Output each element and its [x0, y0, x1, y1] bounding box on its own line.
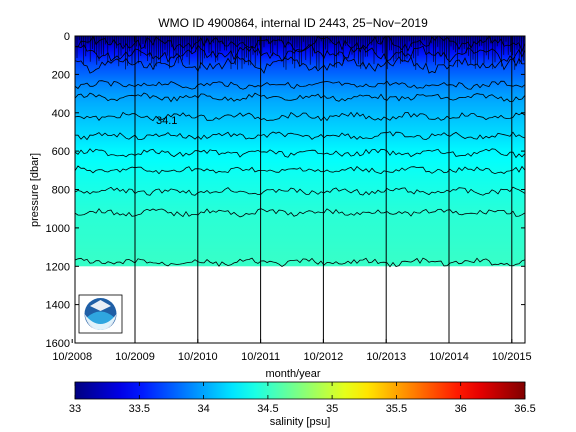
chart-title: WMO ID 4900864, internal ID 2443, 25−Nov… — [158, 16, 428, 30]
x-tick-label: 10/2013 — [366, 351, 406, 363]
x-tick-label: 10/2009 — [115, 351, 155, 363]
contour-line — [75, 131, 525, 141]
y-tick-label: 1600 — [46, 338, 70, 350]
colorbar-label: salinity [psu] — [270, 416, 331, 428]
x-axis: 10/2008 10/2009 10/2010 10/2011 10/2012 10/20… — [52, 339, 532, 363]
plot-area: 34.1 — [74, 35, 526, 344]
y-tick-label: 0 — [64, 31, 70, 43]
x-tick-label: 10/2015 — [492, 351, 532, 363]
profile-markers — [76, 36, 524, 70]
colorbar-tick-label: 36 — [455, 403, 467, 415]
x-tick-label: 10/2010 — [178, 351, 218, 363]
contour-line — [75, 80, 525, 90]
contour-line — [75, 165, 525, 175]
y-tick-label: 1200 — [46, 261, 70, 273]
contour-line — [75, 208, 525, 218]
contour-line — [75, 111, 525, 122]
y-tick-label: 600 — [52, 146, 70, 158]
contour-line — [75, 257, 525, 268]
x-tick-label: 10/2011 — [241, 351, 280, 363]
y-tick-label: 1000 — [46, 223, 70, 235]
colorbar-tick-label: 33 — [69, 403, 81, 415]
contour-line — [75, 55, 525, 74]
colorbar: 33 33.5 34 34.5 35 35.5 36 36.5 — [69, 381, 536, 415]
colorbar-tick-label: 34.5 — [257, 403, 278, 415]
colorbar-tick-label: 33.5 — [129, 403, 150, 415]
y-tick-label: 200 — [52, 69, 70, 81]
colorbar-tick-label: 35 — [326, 403, 338, 415]
x-tick-label: 10/2008 — [52, 351, 92, 363]
contour-line — [75, 148, 525, 159]
x-tick-label: 10/2014 — [429, 351, 469, 363]
x-tick-label: 10/2012 — [304, 351, 344, 363]
y-axis: 0 200 400 600 800 1000 1200 1400 1600 — [46, 31, 525, 350]
contour-line — [75, 92, 525, 103]
x-axis-label: month/year — [265, 368, 320, 380]
contour-line — [75, 186, 525, 196]
contour-line — [75, 44, 525, 63]
y-axis-label: pressure [dbar] — [29, 153, 41, 227]
noaa-logo — [78, 294, 123, 334]
salinity-field — [75, 36, 525, 267]
contour-lines — [75, 36, 525, 268]
colorbar-tick-label: 34 — [197, 403, 209, 415]
year-lines — [134, 36, 513, 343]
y-tick-label: 800 — [52, 185, 70, 197]
colorbar-tick-label: 36.5 — [514, 403, 535, 415]
contour-line — [75, 36, 525, 53]
y-tick-label: 1400 — [46, 300, 70, 312]
colorbar-tick-label: 35.5 — [386, 403, 407, 415]
y-tick-label: 400 — [52, 108, 70, 120]
contour-label: 34.1 — [156, 115, 177, 127]
